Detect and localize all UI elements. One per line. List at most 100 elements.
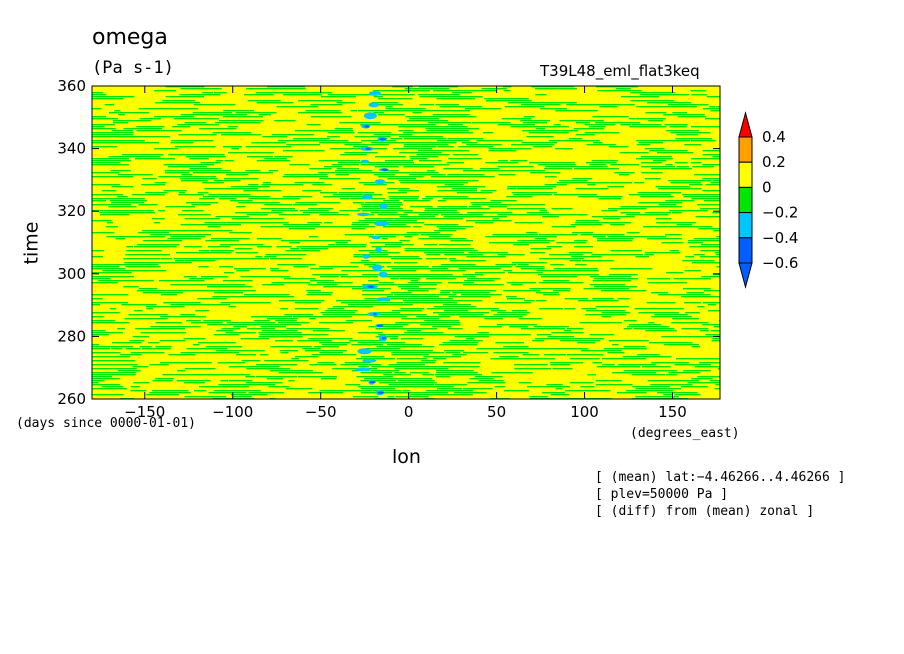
field-negative-streak <box>386 370 394 372</box>
field-negative-streak <box>700 336 720 338</box>
field-negative-streak <box>394 368 407 370</box>
field-negative-streak <box>415 136 444 138</box>
field-negative-streak <box>240 276 280 278</box>
field-negative-streak <box>448 158 482 160</box>
field-negative-streak <box>228 306 237 308</box>
field-negative-streak <box>569 260 582 262</box>
field-negative-streak <box>138 232 170 234</box>
field-negative-streak <box>623 346 646 348</box>
field-negative-streak <box>182 380 211 382</box>
field-negative-streak <box>219 244 236 246</box>
field-negative-streak <box>575 220 600 222</box>
field-negative-streak <box>358 386 382 388</box>
field-negative-streak <box>565 390 611 392</box>
field-negative-streak <box>653 160 667 162</box>
field-negative-streak <box>366 254 389 256</box>
field-negative-streak <box>375 234 419 236</box>
field-negative-streak <box>383 274 427 276</box>
field-negative-streak <box>448 296 491 298</box>
field-negative-streak <box>389 198 402 200</box>
field-negative-streak <box>92 124 115 126</box>
field-negative-streak <box>360 380 396 382</box>
field-negative-streak <box>182 210 204 212</box>
field-negative-streak <box>344 144 389 146</box>
field-negative-streak <box>242 384 276 386</box>
field-negative-streak <box>449 176 495 178</box>
field-negative-streak <box>367 210 413 212</box>
field-negative-streak <box>715 184 720 186</box>
y-axis-units: (days since 0000-01-01) <box>16 416 197 431</box>
field-negative-streak <box>362 274 391 276</box>
field-negative-streak <box>415 274 453 276</box>
field-negative-streak <box>174 146 216 148</box>
field-negative-streak <box>443 186 486 188</box>
field-negative-streak <box>235 112 277 114</box>
field-negative-streak <box>429 146 437 148</box>
field-negative-streak <box>639 94 670 96</box>
field-negative-streak <box>620 206 651 208</box>
field-negative-streak <box>92 220 112 222</box>
field-negative-streak <box>635 396 679 398</box>
field-negative-streak <box>328 244 336 246</box>
field-negative-streak <box>92 92 104 94</box>
field-negative-streak <box>668 372 701 374</box>
field-negative-streak <box>443 362 481 364</box>
field-negative-streak <box>569 138 583 140</box>
field-negative-streak <box>566 104 591 106</box>
field-negative-streak <box>121 304 157 306</box>
field-negative-streak <box>299 210 330 212</box>
field-negative-streak <box>652 214 669 216</box>
field-negative-streak <box>440 264 476 266</box>
field-negative-streak <box>370 212 398 214</box>
field-negative-streak <box>247 156 255 158</box>
field-negative-streak <box>369 162 414 164</box>
field-negative-streak <box>266 378 284 380</box>
field-negative-streak <box>452 128 480 130</box>
field-negative-streak <box>404 124 436 126</box>
field-negative-streak <box>217 362 246 364</box>
field-negative-streak <box>706 96 718 98</box>
field-very-strong-negative-blob <box>364 125 370 128</box>
field-negative-streak <box>391 258 423 260</box>
field-negative-streak <box>381 276 404 278</box>
field-negative-streak <box>135 328 161 330</box>
field-negative-streak <box>160 316 206 318</box>
field-negative-streak <box>413 88 450 90</box>
field-negative-streak <box>126 246 133 248</box>
colorbar-segment <box>738 161 753 188</box>
y-tick-label: 280 <box>57 327 86 345</box>
field-negative-streak <box>617 392 647 394</box>
field-negative-streak <box>434 86 458 88</box>
field-negative-streak <box>190 316 204 318</box>
field-negative-streak <box>276 88 306 90</box>
field-negative-streak <box>701 244 720 246</box>
field-negative-streak <box>134 310 143 312</box>
field-negative-streak <box>399 278 407 280</box>
field-negative-streak <box>308 236 319 238</box>
field-negative-streak <box>319 214 350 216</box>
field-negative-streak <box>639 206 682 208</box>
field-negative-streak <box>565 166 608 168</box>
field-negative-streak <box>423 212 460 214</box>
field-negative-streak <box>716 266 720 268</box>
field-negative-streak <box>699 330 709 332</box>
field-negative-streak <box>331 100 343 102</box>
field-negative-streak <box>668 180 712 182</box>
field-negative-streak <box>319 322 354 324</box>
field-negative-streak <box>503 346 529 348</box>
field-negative-streak <box>143 240 183 242</box>
field-negative-streak <box>520 104 561 106</box>
field-negative-streak <box>271 210 298 212</box>
field-negative-streak <box>442 198 487 200</box>
field-negative-streak <box>322 314 348 316</box>
field-negative-streak <box>391 268 419 270</box>
field-negative-streak <box>372 390 402 392</box>
field-negative-streak <box>184 368 216 370</box>
field-negative-streak <box>422 380 435 382</box>
field-negative-streak <box>385 108 426 110</box>
field-negative-streak <box>692 166 714 168</box>
field-negative-streak <box>176 164 215 166</box>
field-negative-streak <box>412 296 439 298</box>
field-negative-streak <box>287 254 307 256</box>
field-negative-streak <box>623 328 632 330</box>
